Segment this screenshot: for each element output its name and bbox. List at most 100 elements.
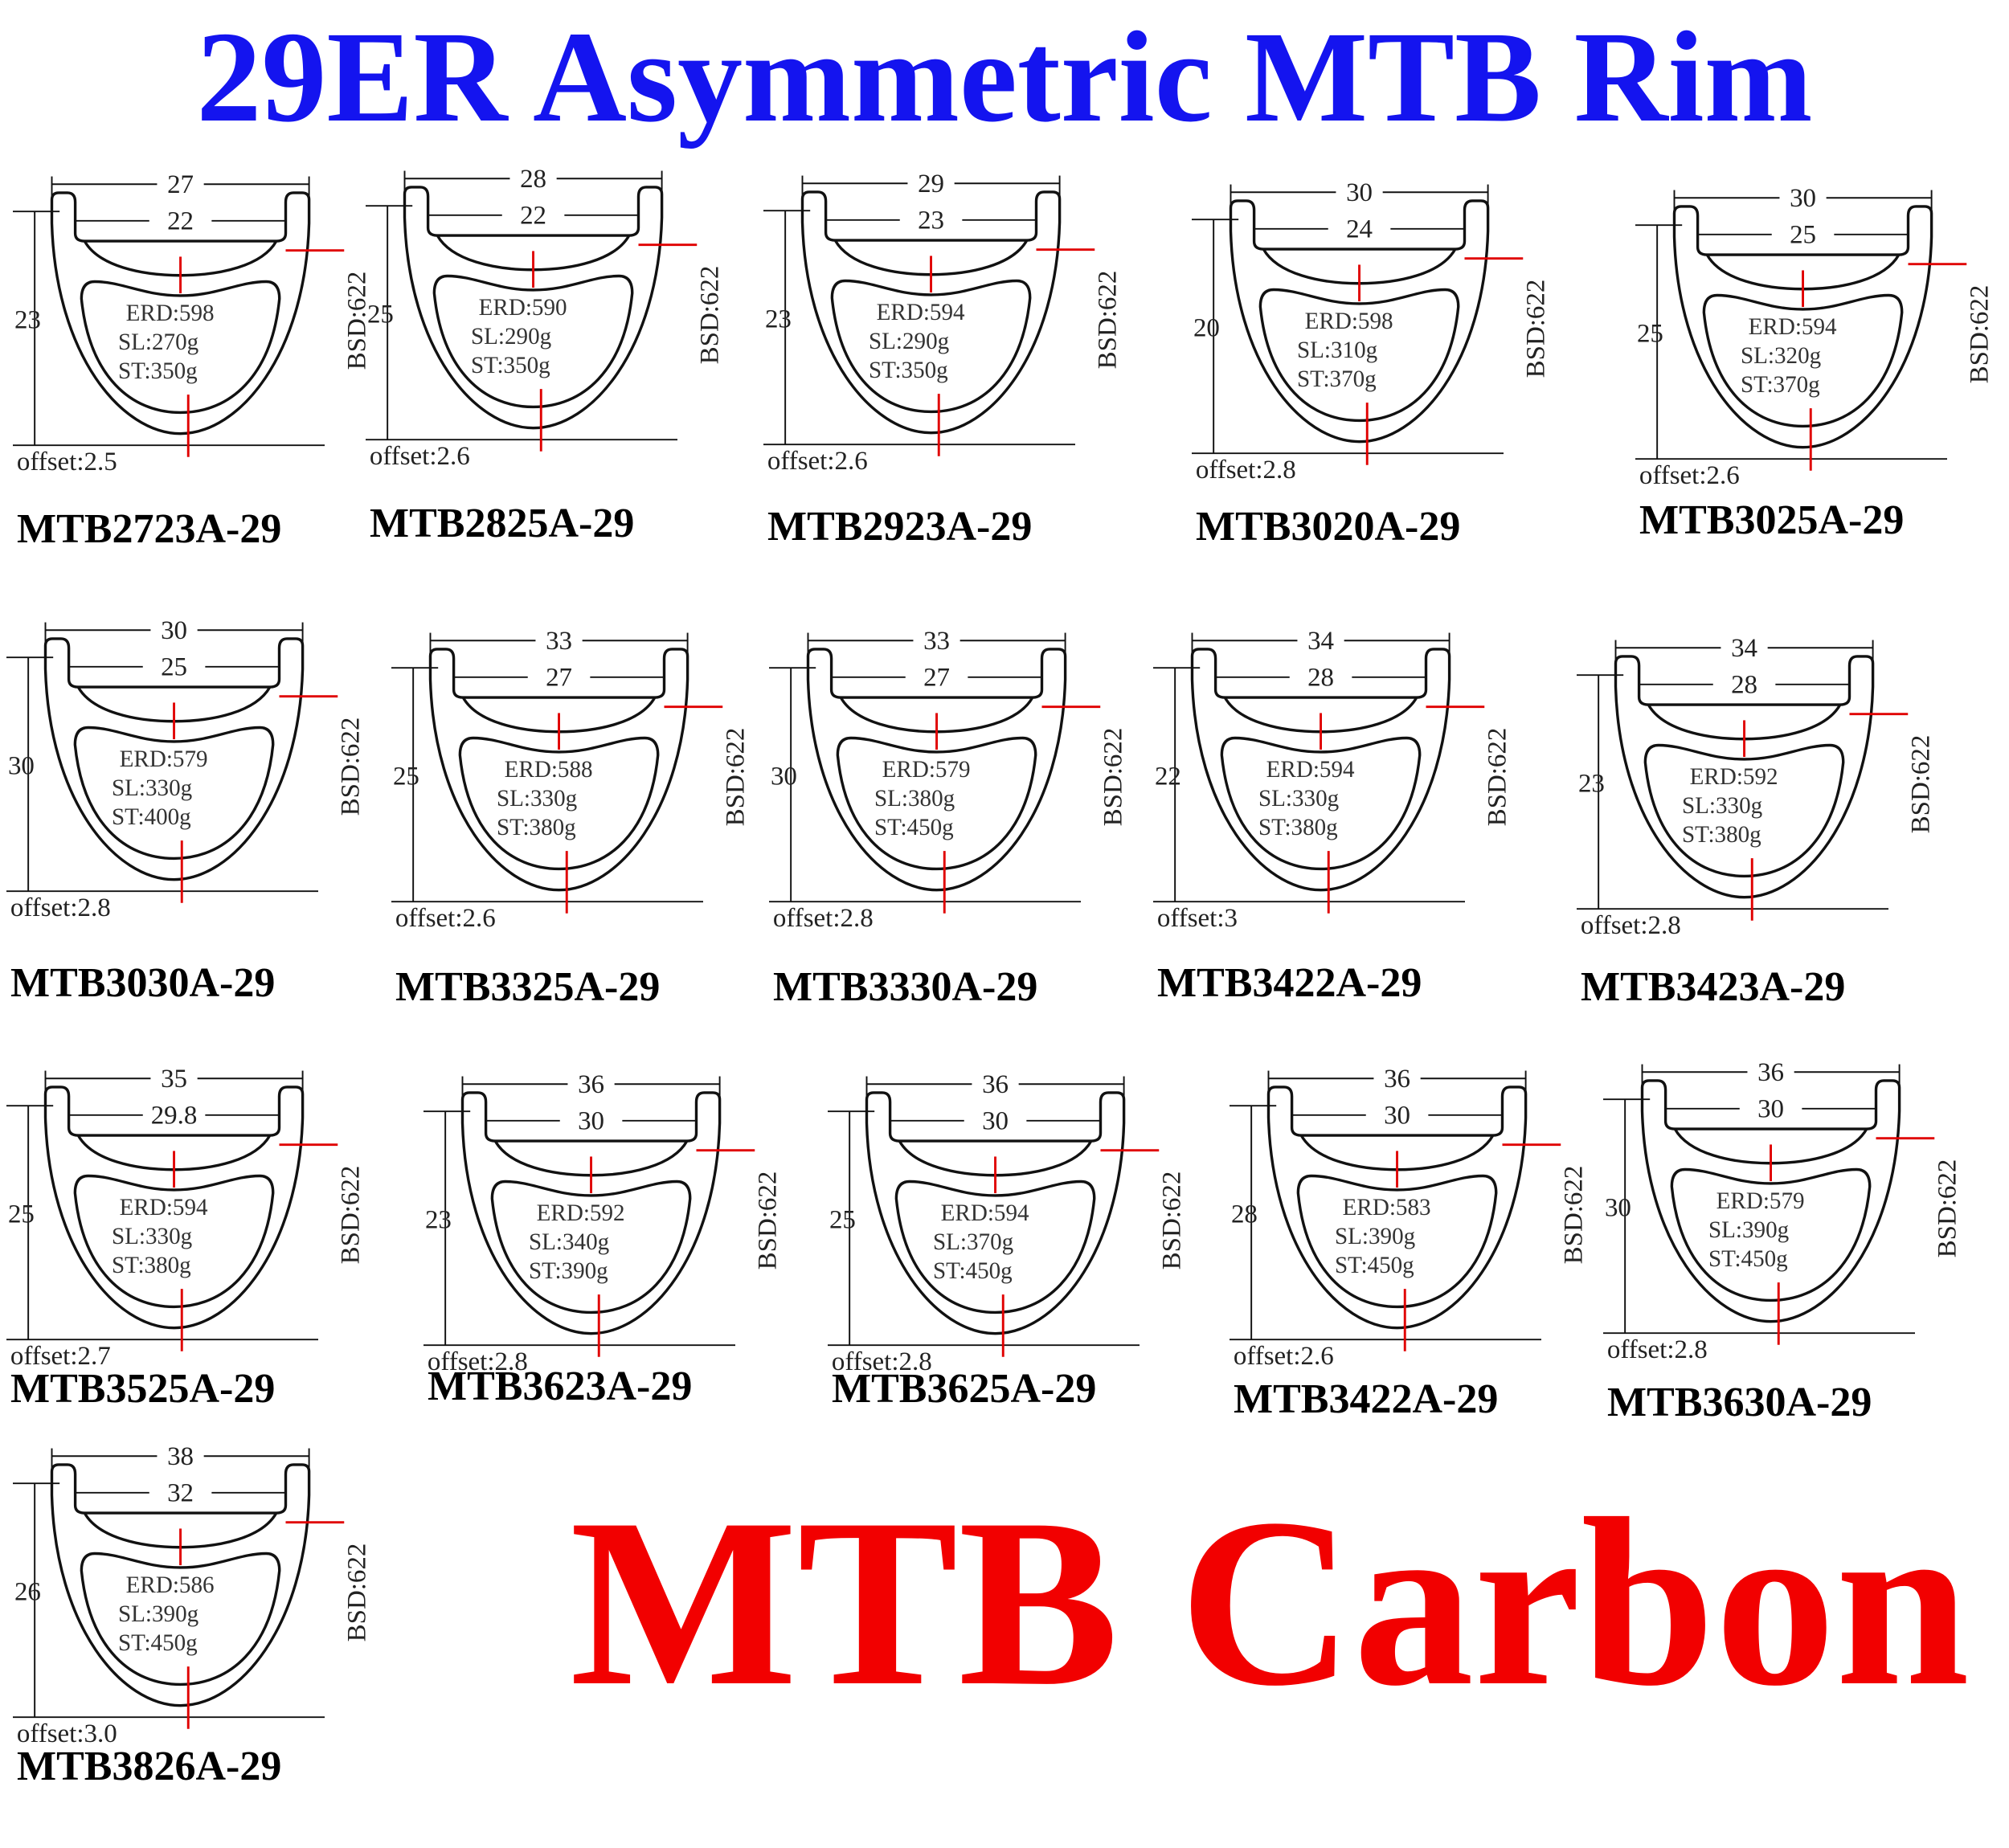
label-bg <box>567 1070 615 1098</box>
outer-width: 27 <box>167 170 194 199</box>
offset: offset:2.5 <box>17 448 117 476</box>
erd: ERD:594 <box>1266 757 1355 783</box>
sl: SL:390g <box>1335 1224 1415 1249</box>
height: 30 <box>1605 1194 1631 1223</box>
st: ST:380g <box>112 1253 191 1278</box>
outer-width: 33 <box>923 627 950 656</box>
bsd: BSD:622 <box>1093 271 1122 370</box>
label-bg <box>559 1107 623 1135</box>
offset: offset:2.8 <box>1196 456 1296 484</box>
outer-width: 33 <box>546 627 572 656</box>
sl: SL:370g <box>933 1229 1013 1255</box>
rim-card: 34 28 22 ERD:594 SL:330g ST:380g BSD:622 offset… <box>1153 627 1512 933</box>
rim-outer <box>403 186 664 430</box>
sl: SL:330g <box>112 1224 192 1249</box>
label-bg <box>1712 671 1776 698</box>
label-bg <box>1771 221 1835 248</box>
label-bg <box>1336 178 1383 206</box>
offset: offset:2.6 <box>395 904 496 933</box>
outer-width: 36 <box>578 1070 604 1099</box>
rim-card: 30 24 20 ERD:598 SL:310g ST:370g BSD:622 offset… <box>1192 178 1550 484</box>
height: 23 <box>14 306 41 335</box>
sl: SL:390g <box>118 1601 198 1627</box>
outer-width: 36 <box>982 1070 1009 1099</box>
erd: ERD:594 <box>1749 314 1837 340</box>
rim-cavity <box>1220 736 1422 871</box>
height: 23 <box>425 1206 452 1235</box>
model: MTB3325A-29 <box>395 964 660 1010</box>
label-bg <box>1747 1058 1794 1085</box>
bsd: BSD:622 <box>1483 728 1512 827</box>
label-bg <box>1289 664 1352 691</box>
offset: offset:3.0 <box>17 1719 117 1748</box>
rim-outer <box>1266 1085 1528 1330</box>
label-bg <box>527 664 591 691</box>
rim-card: 33 27 30 ERD:579 SL:380g ST:450g BSD:622 offset… <box>769 627 1127 933</box>
rim-cavity <box>80 280 281 415</box>
model: MTB3423A-29 <box>1581 964 1845 1010</box>
rim-outer <box>428 648 689 892</box>
offset: offset:2.7 <box>10 1342 111 1371</box>
height: 26 <box>14 1578 41 1607</box>
label-bg <box>142 653 206 681</box>
model: MTB3025A-29 <box>1639 497 1904 543</box>
st: ST:380g <box>1258 815 1338 840</box>
rim-card: 38 32 26 ERD:586 SL:390g ST:450g BSD:622 offset… <box>13 1442 371 1748</box>
height: 30 <box>8 752 35 781</box>
model: MTB3030A-29 <box>10 960 275 1006</box>
erd: ERD:583 <box>1343 1195 1431 1220</box>
erd: ERD:590 <box>479 295 567 321</box>
inner-width: 27 <box>546 664 572 693</box>
rim-card: 33 27 25 ERD:588 SL:330g ST:380g BSD:622 offset… <box>391 627 750 933</box>
rim-card: 29 23 23 ERD:594 SL:290g ST:350g BSD:622 offset… <box>763 170 1122 476</box>
offset: offset:2.8 <box>428 1347 528 1376</box>
bsd: BSD:622 <box>342 272 371 370</box>
inner-width: 30 <box>578 1107 604 1136</box>
sl: SL:290g <box>471 324 551 350</box>
offset: offset:2.8 <box>1581 911 1681 940</box>
offset: offset:2.8 <box>773 904 874 933</box>
height: 20 <box>1193 314 1220 343</box>
st: ST:450g <box>874 815 954 840</box>
st: ST:400g <box>112 804 191 830</box>
st: ST:450g <box>1708 1246 1788 1272</box>
st: ST:370g <box>1741 372 1820 398</box>
bsd: BSD:622 <box>336 718 365 816</box>
label-bg <box>899 206 963 234</box>
sl: SL:390g <box>1708 1217 1789 1243</box>
rim-cavity <box>1702 293 1904 428</box>
model: MTB2723A-29 <box>17 506 281 552</box>
label-bg <box>1779 184 1827 211</box>
sl: SL:330g <box>1682 793 1762 819</box>
erd: ERD:598 <box>1305 309 1393 334</box>
sl: SL:340g <box>529 1229 609 1255</box>
label-bg <box>509 165 557 192</box>
inner-width: 22 <box>167 207 194 236</box>
inner-width: 25 <box>1790 221 1816 250</box>
inner-width: 28 <box>1307 664 1334 693</box>
inner-width: 32 <box>167 1479 194 1508</box>
inner-width: 29.8 <box>151 1102 198 1130</box>
erd: ERD:592 <box>1690 764 1778 790</box>
title: 29ER Asymmetric MTB Rim <box>196 6 1812 149</box>
bsd: BSD:622 <box>753 1171 782 1270</box>
label-bg <box>1297 627 1344 654</box>
footer: MTB Carbon <box>570 1469 1970 1736</box>
inner-width: 27 <box>923 664 950 693</box>
label-bg <box>142 1102 206 1129</box>
st: ST:390g <box>529 1258 608 1284</box>
erd: ERD:594 <box>120 1195 208 1220</box>
rim-outer <box>43 637 305 881</box>
label-bg <box>149 207 212 235</box>
label-bg <box>1373 1065 1421 1092</box>
outer-width: 29 <box>918 170 944 198</box>
inner-width: 28 <box>1731 671 1757 700</box>
model: MTB3630A-29 <box>1607 1380 1872 1425</box>
label-bg <box>907 170 955 197</box>
label-bg <box>913 627 960 654</box>
offset: offset:2.8 <box>10 893 111 922</box>
inner-width: 22 <box>520 202 546 231</box>
height: 25 <box>393 763 419 791</box>
bsd: BSD:622 <box>1099 728 1127 827</box>
